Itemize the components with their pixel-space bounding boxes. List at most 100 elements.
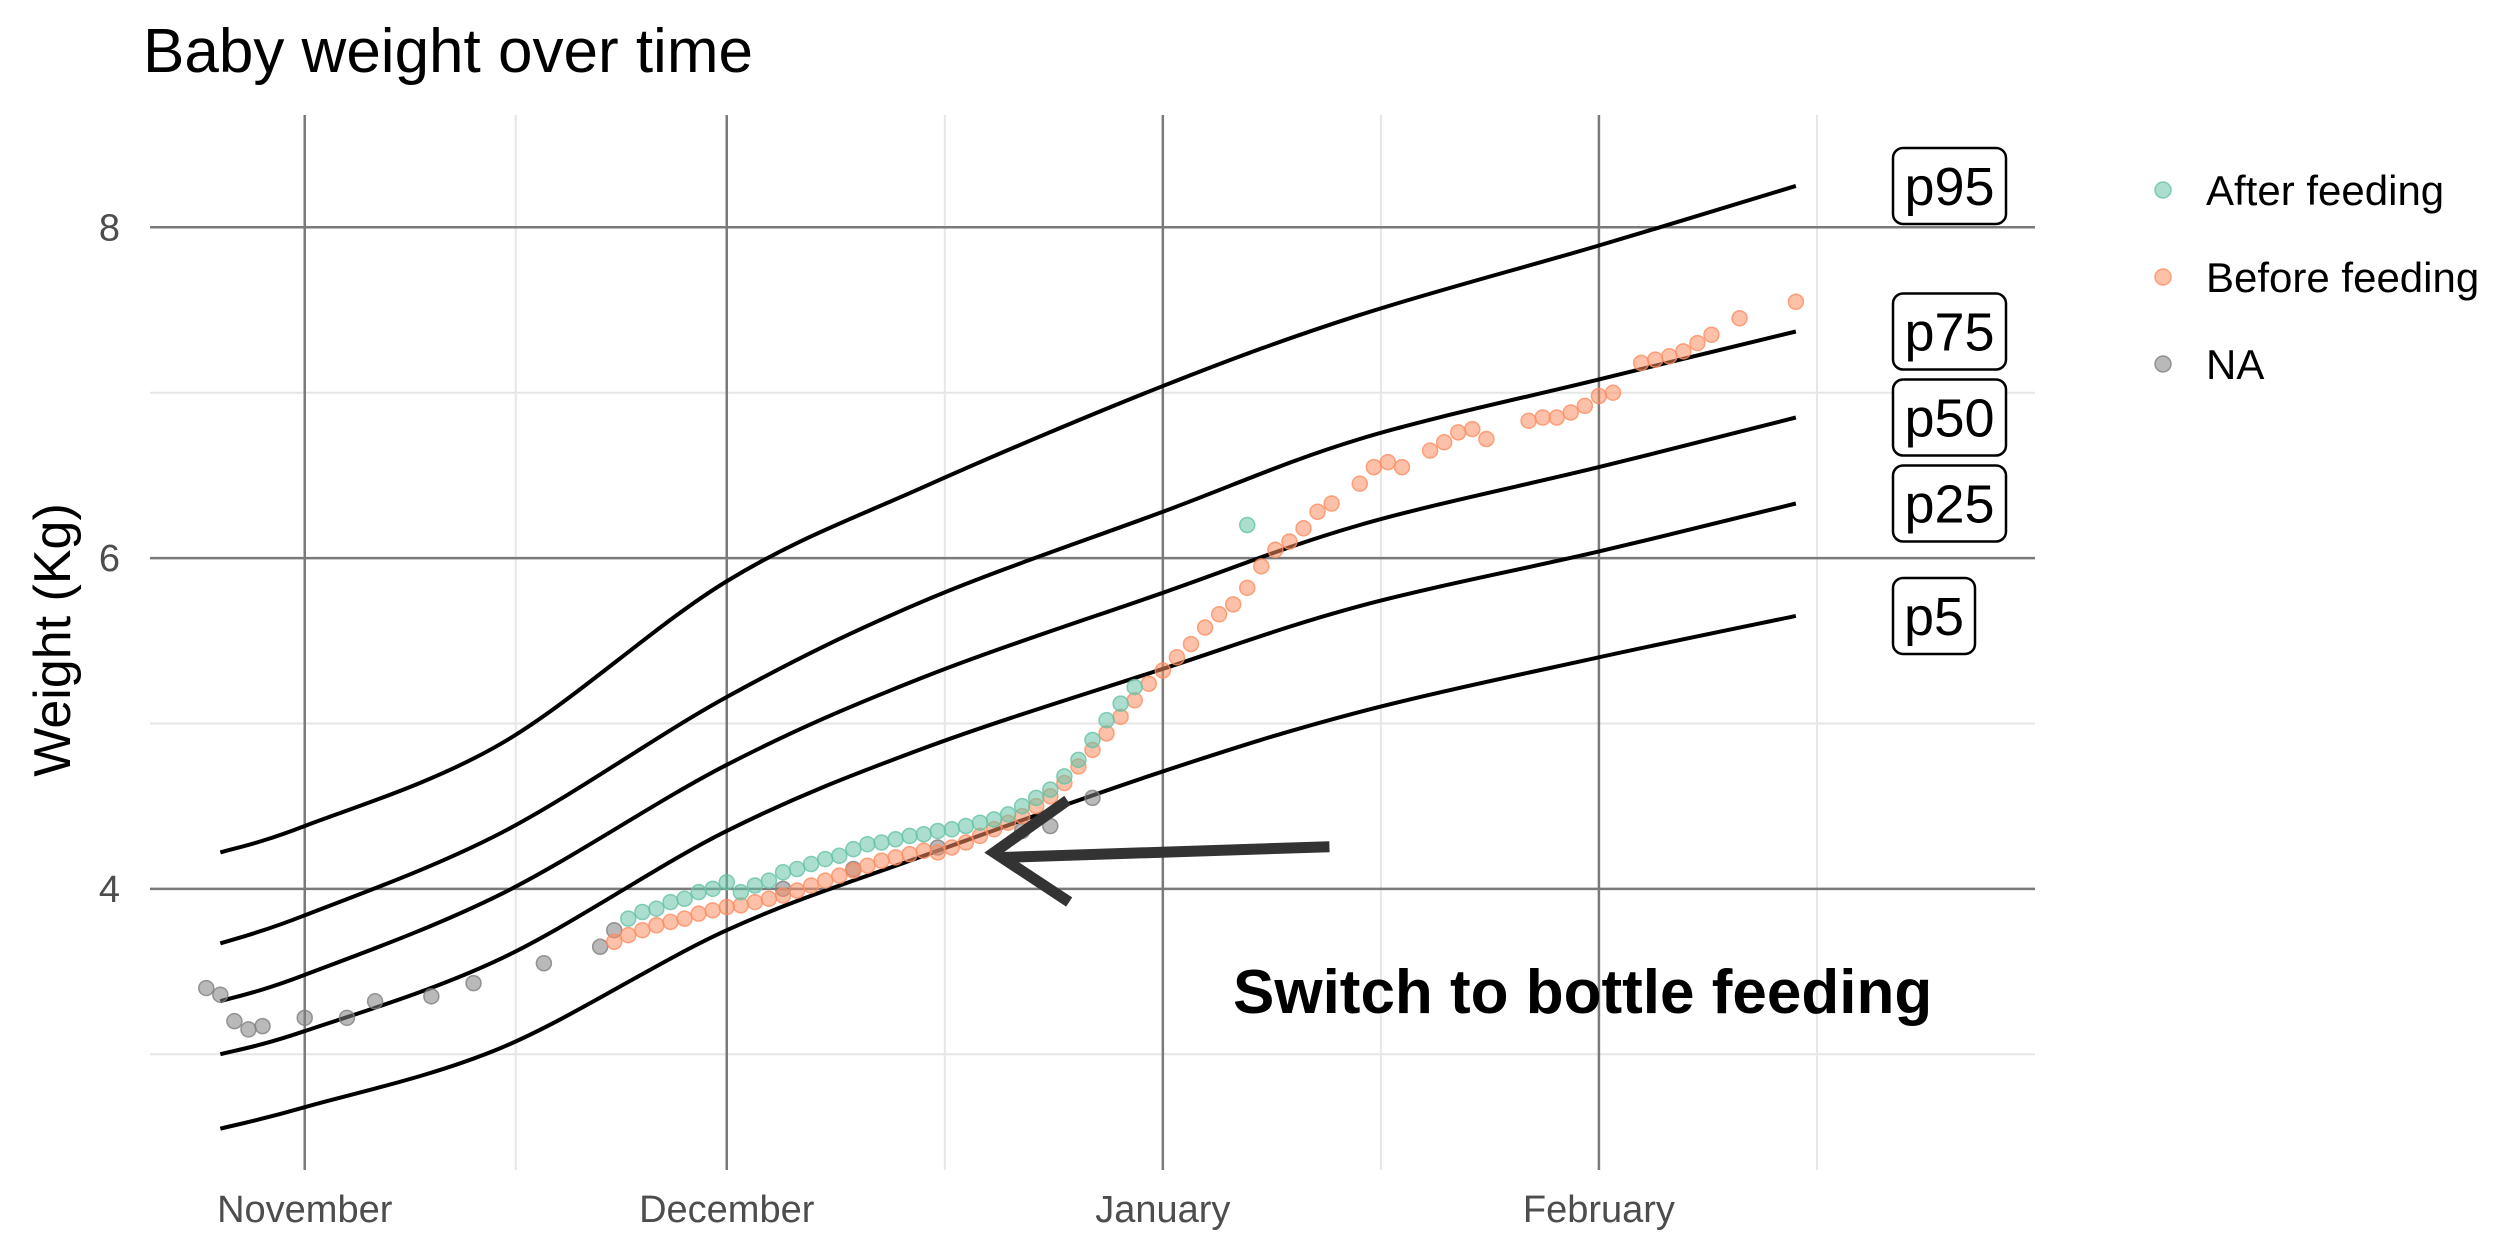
data-point-after-feeding	[1056, 768, 1073, 785]
data-point-after-feeding	[704, 880, 721, 898]
data-point-before-feeding	[1675, 343, 1692, 360]
percentile-curve-p75	[219, 329, 1797, 946]
data-point-after-feeding	[1112, 695, 1129, 712]
data-point-after-feeding	[971, 814, 989, 831]
percentile-label-p50: p50	[1891, 378, 2008, 457]
data-point-after-feeding	[943, 821, 961, 838]
data-point-before-feeding	[1154, 662, 1172, 679]
data-point-before-feeding	[1323, 495, 1340, 512]
data-point-na	[212, 986, 229, 1003]
data-point-before-feeding	[1520, 412, 1537, 430]
percentile-label-p75: p75	[1891, 292, 2008, 371]
data-point-after-feeding	[957, 817, 975, 835]
data-point-after-feeding	[831, 847, 848, 865]
percentile-curve-p95	[219, 184, 1797, 855]
data-point-na	[423, 988, 440, 1005]
data-point-before-feeding	[957, 834, 975, 851]
data-point-before-feeding	[746, 893, 764, 911]
data-point-before-feeding	[760, 890, 778, 908]
data-point-na	[535, 955, 553, 972]
data-point-after-feeding	[774, 864, 792, 881]
minor-grid	[150, 115, 2035, 1170]
data-point-before-feeding	[1393, 458, 1411, 476]
annotation-arrow-shaft	[1001, 841, 1330, 863]
legend-item-na: NA	[2154, 341, 2264, 388]
data-point-after-feeding	[1084, 731, 1101, 749]
data-point-before-feeding	[1590, 387, 1608, 405]
data-point-after-feeding	[648, 900, 665, 917]
legend: After feeding Before feeding NA	[2154, 167, 2479, 388]
data-point-before-feeding	[774, 887, 792, 904]
data-point-before-feeding	[1632, 354, 1650, 372]
data-point-after-feeding	[1098, 711, 1115, 729]
legend-item-before-feeding: Before feeding	[2154, 254, 2479, 301]
percentile-label-text: p25	[1904, 475, 1994, 535]
data-point-before-feeding	[929, 844, 947, 861]
y-tick-label: 8	[99, 207, 120, 249]
legend-key	[2154, 268, 2172, 286]
percentile-label-p25: p25	[1891, 464, 2008, 543]
data-point-before-feeding	[1238, 579, 1256, 597]
chart-title: Baby weight over time	[143, 17, 753, 86]
data-point-before-feeding	[1196, 619, 1214, 636]
percentile-label-p95: p95	[1891, 146, 2008, 226]
data-point-na	[591, 938, 609, 955]
data-point-before-feeding	[1309, 503, 1326, 521]
data-point-na	[240, 1021, 257, 1038]
data-point-before-feeding	[676, 910, 693, 927]
data-point-na	[1084, 789, 1101, 807]
data-point-before-feeding	[943, 839, 961, 856]
data-point-after-feeding	[915, 826, 932, 843]
percentile-curve-p25	[219, 501, 1797, 1057]
percentile-curves	[219, 184, 1797, 1131]
data-point-na	[296, 1009, 313, 1027]
data-point-before-feeding	[788, 882, 806, 899]
percentile-labels: p95 p75 p50 p25 p5	[1891, 146, 2008, 656]
data-point-before-feeding	[1646, 351, 1664, 368]
data-point-before-feeding	[915, 842, 932, 860]
y-tick-label: 4	[99, 869, 120, 911]
data-point-before-feeding	[1478, 430, 1495, 448]
data-point-after-feeding	[887, 830, 904, 848]
x-tick-label: November	[217, 1189, 393, 1231]
annotation-text: Switch to bottle feeding	[1233, 958, 1932, 1027]
data-point-after-feeding	[901, 827, 918, 845]
data-point-before-feeding	[887, 849, 904, 866]
data-point-before-feeding	[1267, 541, 1284, 559]
data-point-before-feeding	[1435, 434, 1453, 451]
data-point-after-feeding	[718, 873, 736, 891]
y-tick-label: 6	[99, 538, 120, 580]
data-point-before-feeding	[1703, 326, 1720, 344]
data-point-after-feeding	[873, 834, 890, 851]
percentile-label-text: p95	[1904, 157, 1994, 217]
data-point-after-feeding	[1070, 751, 1087, 769]
x-tick-label: February	[1523, 1189, 1675, 1231]
percentile-curve-p50	[219, 415, 1797, 1004]
legend-label: NA	[2206, 341, 2264, 388]
data-point-before-feeding	[662, 913, 679, 931]
data-point-before-feeding	[1604, 384, 1622, 401]
data-point-before-feeding	[831, 867, 848, 884]
data-point-before-feeding	[1562, 404, 1580, 421]
data-point-after-feeding	[662, 893, 679, 911]
data-point-before-feeding	[718, 898, 736, 916]
data-point-after-feeding	[1126, 678, 1143, 696]
data-point-after-feeding	[859, 835, 876, 853]
data-point-after-feeding	[760, 872, 778, 889]
axes: 4 6 8 November December January February	[99, 207, 1675, 1231]
data-point-before-feeding	[634, 921, 651, 939]
data-point-before-feeding	[1576, 397, 1594, 415]
data-point-after-feeding	[1042, 781, 1059, 798]
data-point-after-feeding	[676, 890, 693, 908]
data-point-na	[465, 974, 482, 992]
data-point-after-feeding	[634, 903, 651, 921]
data-point-before-feeding	[1689, 334, 1706, 352]
data-point-after-feeding	[788, 860, 806, 878]
legend-label: Before feeding	[2206, 254, 2479, 301]
data-point-before-feeding	[1168, 649, 1186, 666]
data-point-after-feeding	[929, 822, 947, 840]
data-point-after-feeding	[816, 850, 834, 868]
data-point-before-feeding	[1379, 453, 1397, 471]
